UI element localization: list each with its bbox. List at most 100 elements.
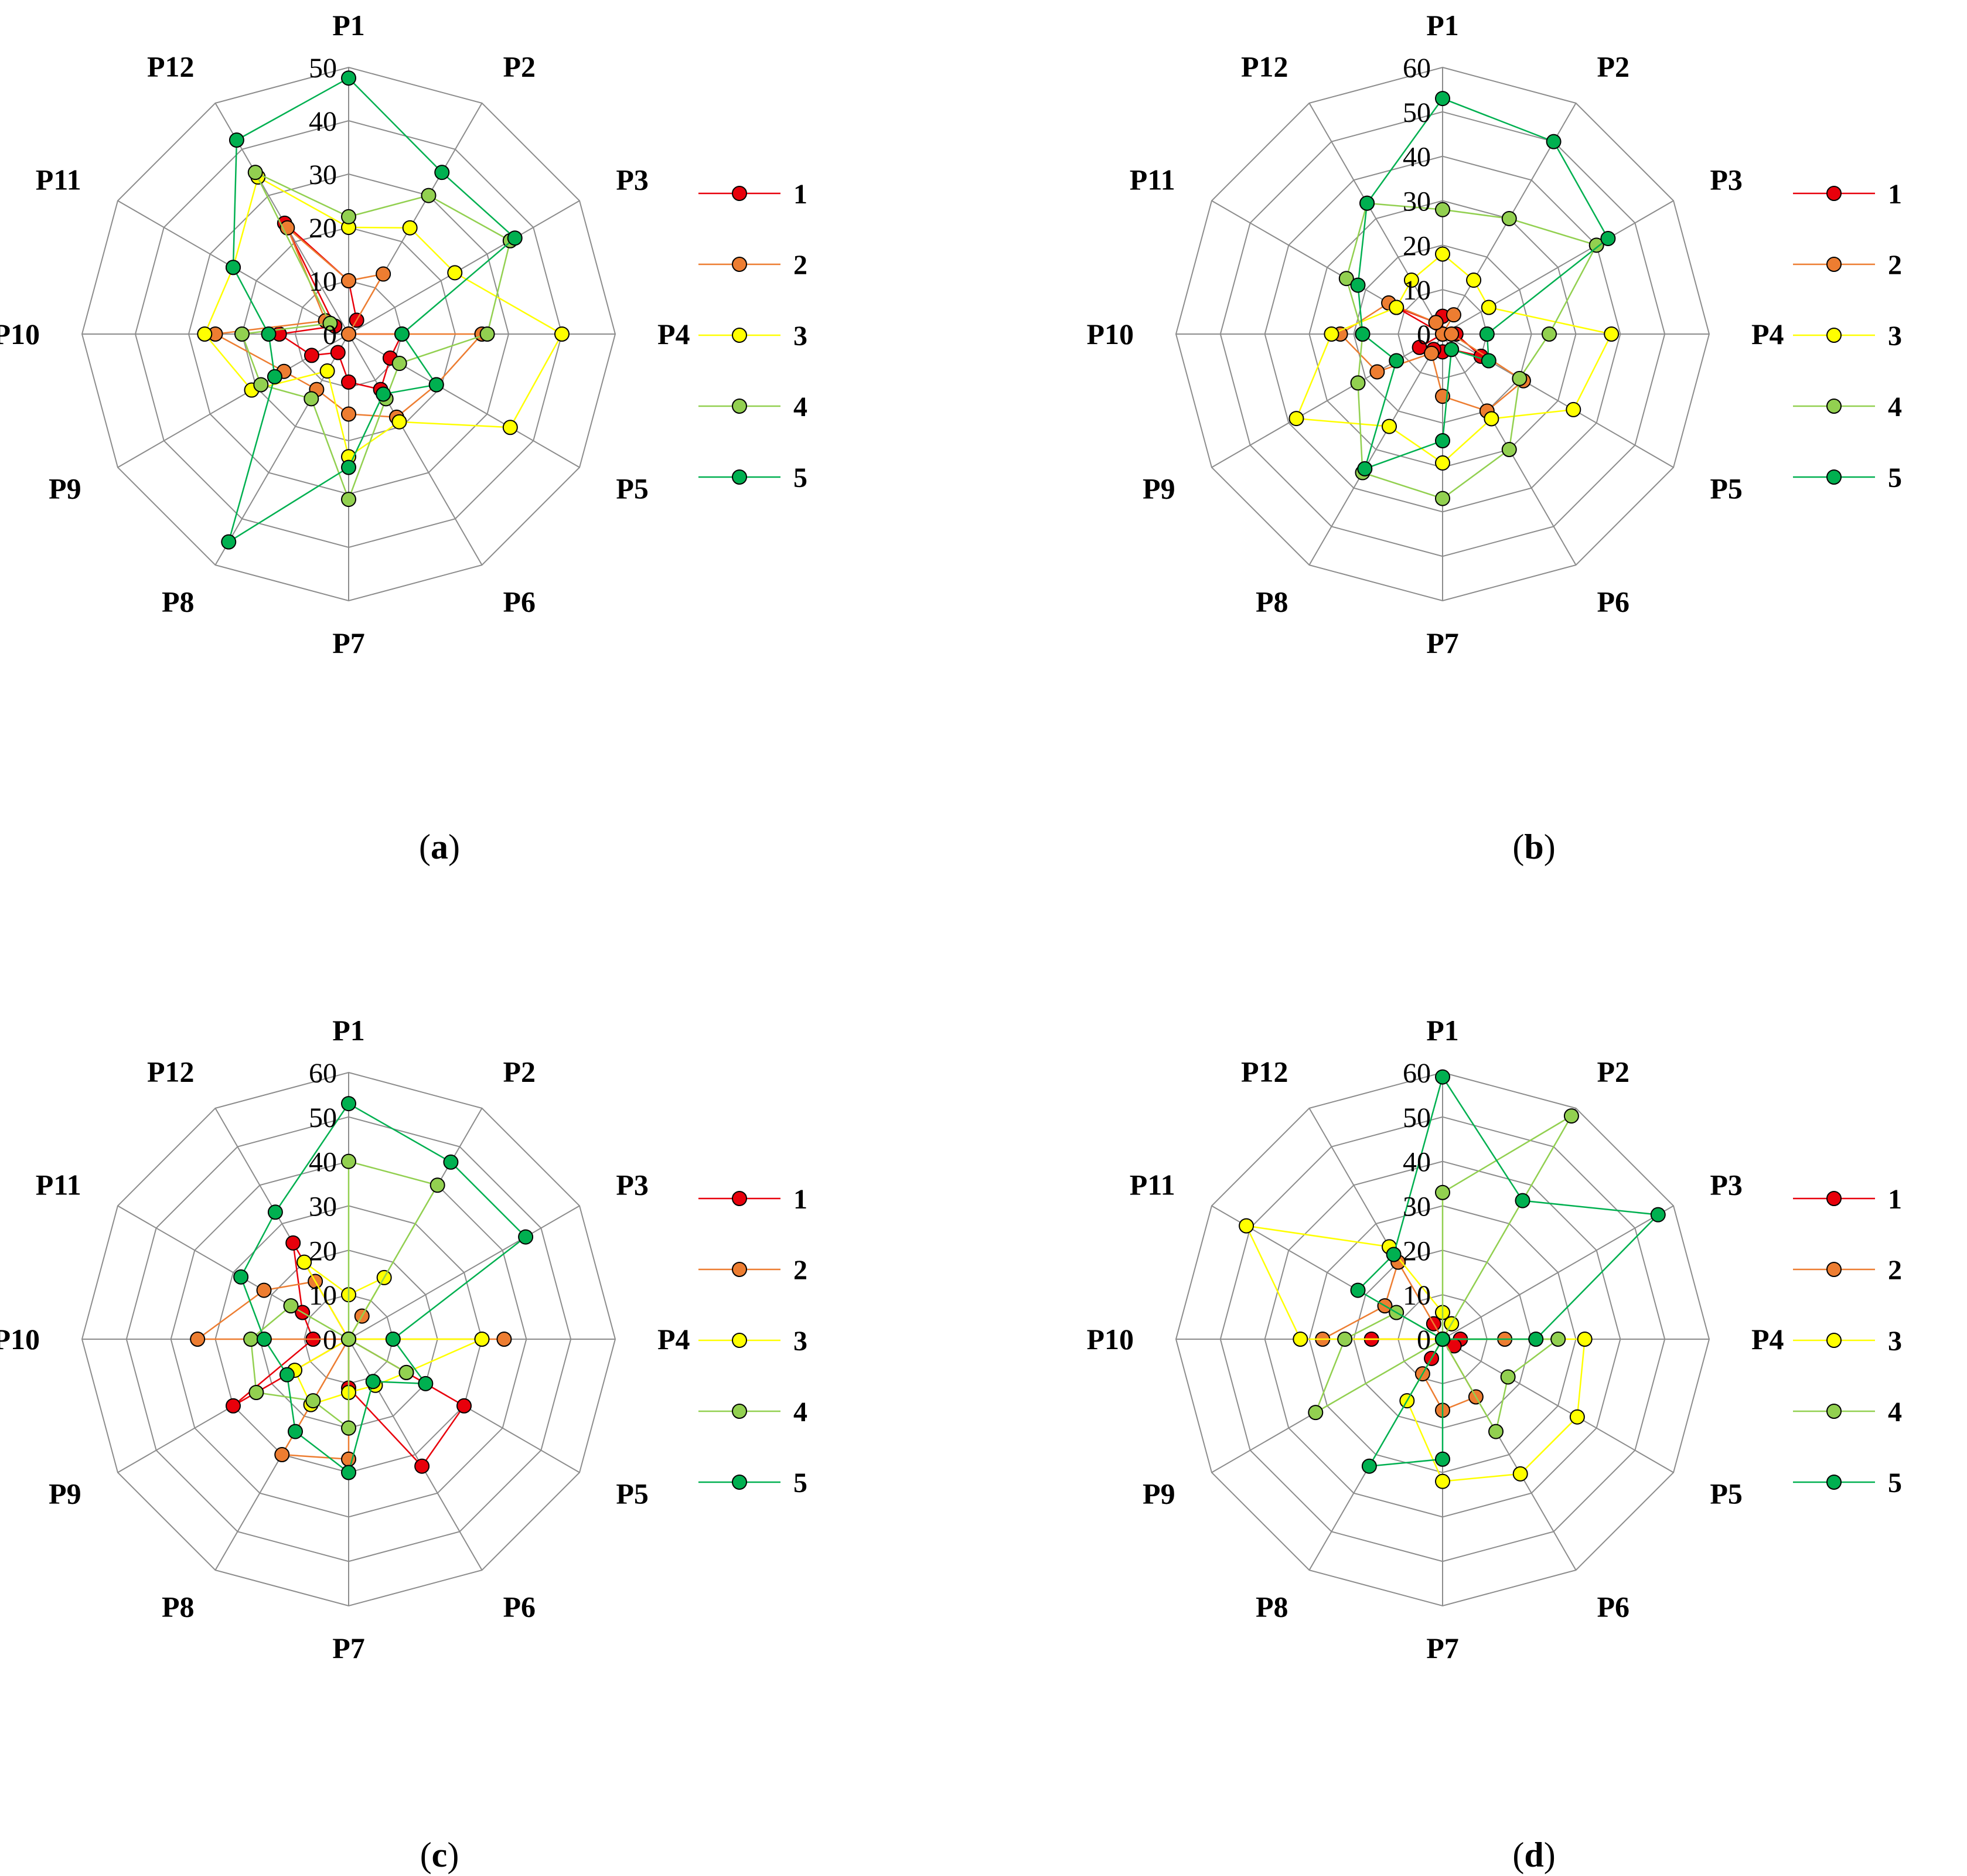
data-point-5-p5 [1481,353,1496,369]
series-4 [1308,1108,1579,1439]
data-point-5-p1 [341,1096,356,1112]
data-point-3-p11 [1239,1218,1254,1234]
tick-label: 40 [309,1147,337,1178]
data-point-5-p7 [1435,433,1450,448]
data-point-4-p4 [479,326,495,342]
series-5 [233,1096,534,1480]
legend-marker-2 [1826,1262,1842,1277]
spoke-label-p10: P10 [1086,318,1134,350]
data-point-3-p4 [1577,1332,1593,1347]
data-point-4-p5 [398,1364,414,1380]
spoke-label-p9: P9 [1143,472,1175,505]
legend-marker-3 [1826,1333,1842,1348]
series-line-4 [1315,1115,1573,1432]
data-point-4-p8 [305,1393,321,1409]
data-point-3-p4 [1604,326,1620,342]
legend-marker-3 [732,1333,747,1348]
legend-label-3: 3 [793,321,807,352]
panel-caption: (d) [1512,1836,1555,1874]
spoke-label-p3: P3 [1710,1169,1743,1201]
data-point-3-p12 [296,1254,312,1270]
spoke-label-p6: P6 [503,1590,536,1623]
grid-spoke [1308,103,1443,335]
data-point-3-p2 [402,220,418,236]
legend-marker-1 [732,186,747,201]
legend-label-4: 4 [793,1397,807,1428]
data-point-5-p10 [1435,1332,1450,1347]
spoke-label-p7: P7 [332,1632,365,1664]
legend-marker-4 [1826,399,1842,414]
data-point-2-p3 [341,326,356,342]
spoke-label-p2: P2 [1597,50,1630,83]
data-point-5-p5 [428,377,444,393]
data-point-5-p6 [376,386,391,402]
spoke-label-p5: P5 [1710,1477,1743,1510]
tick-label: 50 [309,1102,337,1133]
data-point-4-p11 [1338,271,1354,287]
data-point-5-p2 [1515,1193,1530,1208]
spoke-label-p8: P8 [1256,1590,1288,1623]
data-point-3-p10 [1293,1332,1308,1347]
data-point-4-p12 [341,1332,356,1347]
tick-label: 50 [309,53,337,84]
tick-label: 30 [309,159,337,190]
data-point-4-p6 [1501,442,1517,458]
legend-label-1: 1 [793,179,807,210]
data-point-3-p10 [197,326,213,342]
spoke-label-p7: P7 [332,627,365,659]
data-point-5-p7 [341,1465,356,1480]
legend-marker-5 [732,1475,747,1490]
legend-label-3: 3 [1888,321,1902,352]
tick-label: 30 [1403,186,1431,217]
data-point-3-p1 [1435,246,1450,262]
data-point-4-p1 [341,209,356,224]
tick-label: 40 [1403,1147,1431,1178]
legend-label-1: 1 [793,1184,807,1215]
data-point-3-p5 [502,420,518,435]
legend: 1 2 3 4 5 [1793,179,1902,493]
data-point-5-p6 [1444,342,1460,358]
data-point-4-p6 [1488,1424,1504,1439]
series-5 [221,70,523,550]
data-point-3-p6 [1484,411,1499,427]
data-point-5-p2 [443,1154,459,1170]
legend-label-1: 1 [1888,179,1902,210]
data-point-4-p1 [341,1153,356,1169]
tick-label: 40 [309,106,337,137]
data-point-5-p9 [279,1367,295,1383]
legend-marker-2 [732,257,747,272]
spoke-label-p8: P8 [162,1590,195,1623]
panel-caption: (a) [419,828,460,866]
grid-spoke [348,1339,483,1571]
data-point-2-p2 [376,266,391,282]
data-point-4-p10 [243,1332,259,1347]
data-point-5-p11 [225,260,241,275]
legend-label-2: 2 [793,250,807,281]
data-point-3-p12 [1403,273,1419,288]
data-point-3-p3 [447,265,463,281]
data-point-3-p6 [1512,1466,1528,1482]
data-point-2-p12 [1428,315,1444,331]
data-point-2-p1 [341,273,356,288]
data-point-5-p12 [267,1204,283,1220]
data-point-5-p6 [365,1374,381,1390]
data-point-4-p12 [247,165,263,181]
spoke-label-p6: P6 [1597,1590,1630,1623]
legend: 1 2 3 4 5 [698,179,807,493]
tick-label: 10 [1403,1280,1431,1311]
tick-label: 20 [1403,230,1431,261]
data-point-5-p8 [221,534,237,550]
data-point-5-p10 [261,326,277,342]
spoke-label-p7: P7 [1426,627,1459,659]
data-point-5-p3 [518,1229,534,1245]
data-point-4-p5 [391,356,407,372]
data-point-2-p8 [274,1447,290,1463]
spoke-label-p5: P5 [1710,472,1743,505]
legend-label-1: 1 [1888,1184,1902,1215]
legend-marker-1 [1826,1191,1842,1206]
grid-spoke [1211,333,1443,468]
radar-panel-b: P1 P2 P3 P4 P5 P6 P7 P8 P9 P10 P11 P12 0 10 20 30 40 50 60… [1086,9,1902,866]
data-point-5-p12 [1386,1247,1402,1262]
data-point-1-p12 [285,1235,301,1251]
data-point-4-p2 [429,1177,445,1193]
